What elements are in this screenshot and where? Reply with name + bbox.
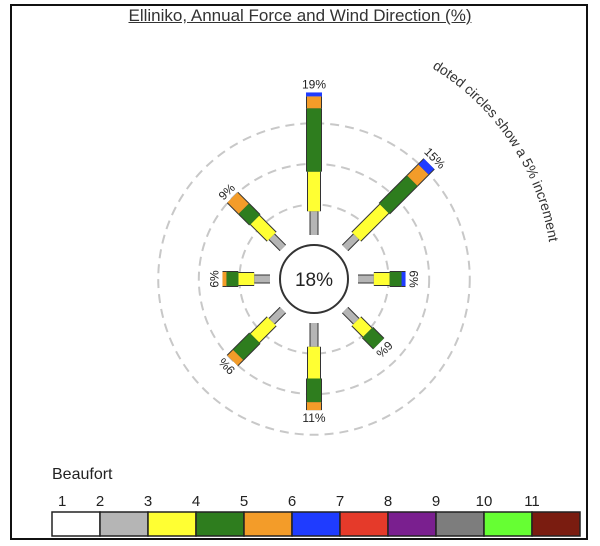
legend-label-3: 3 — [144, 493, 152, 510]
segment-sw-beaufort-3 — [255, 321, 272, 338]
segment-ne-beaufort-6 — [424, 164, 430, 170]
segment-ne-beaufort-4 — [384, 181, 412, 209]
legend-swatch-9 — [436, 512, 484, 536]
segment-nw-beaufort-5 — [232, 197, 243, 208]
segment-ne-beaufort-5 — [412, 169, 423, 180]
legend-swatch-4 — [196, 512, 244, 536]
segment-ne-beaufort-2 — [345, 237, 356, 248]
legend-swatch-1 — [52, 512, 100, 536]
segment-sw-beaufort-5 — [232, 355, 238, 361]
legend-swatch-10 — [484, 512, 532, 536]
segment-nw-beaufort-4 — [244, 209, 255, 220]
legend-label-10: 10 — [476, 493, 493, 510]
calm-label: 18% — [295, 270, 333, 291]
legend-swatch-2 — [100, 512, 148, 536]
legend-swatch-11 — [532, 512, 580, 536]
total-label-e: 6% — [407, 270, 421, 288]
total-label-w: 6% — [207, 270, 221, 288]
legend-label-6: 6 — [288, 493, 296, 510]
total-label-s: 11% — [302, 411, 325, 425]
legend-label-4: 4 — [192, 493, 200, 510]
segment-nw-beaufort-2 — [272, 237, 283, 248]
total-label-n: 19% — [302, 77, 326, 91]
segment-se-beaufort-3 — [356, 321, 367, 332]
segment-sw-beaufort-4 — [238, 338, 255, 355]
legend-label-11: 11 — [524, 493, 540, 510]
legend-swatch-5 — [244, 512, 292, 536]
legend-title: Beaufort — [52, 466, 112, 484]
legend-swatch-3 — [148, 512, 196, 536]
segment-se-beaufort-2 — [345, 310, 356, 321]
legend-swatch-8 — [388, 512, 436, 536]
legend-label-2: 2 — [96, 493, 104, 510]
segment-nw-beaufort-3 — [255, 220, 272, 237]
legend-label-7: 7 — [336, 493, 344, 510]
ring-increment-annotation: doted circles show a 5% increment — [430, 57, 562, 243]
legend-swatch-7 — [340, 512, 388, 536]
legend-label-9: 9 — [432, 493, 440, 510]
legend-label-8: 8 — [384, 493, 392, 510]
legend-label-1: 1 — [58, 493, 66, 510]
legend-swatch-6 — [292, 512, 340, 536]
segment-se-beaufort-4 — [368, 333, 379, 344]
segment-sw-beaufort-2 — [272, 310, 283, 321]
legend-label-5: 5 — [240, 493, 248, 510]
